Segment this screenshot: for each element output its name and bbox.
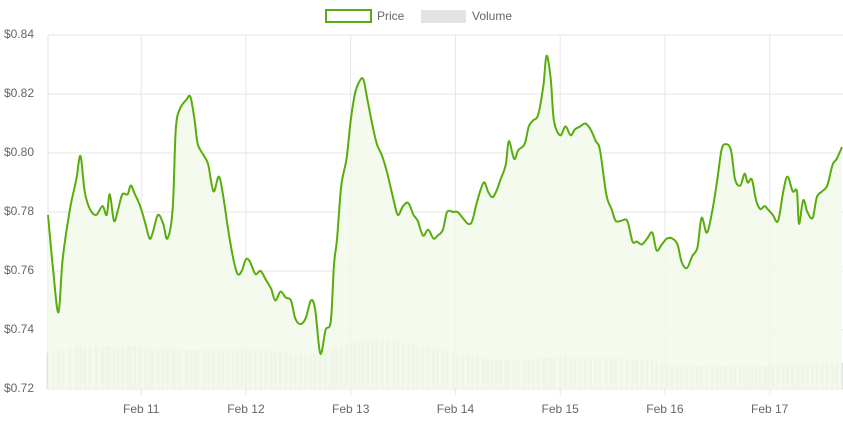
y-tick-label: $0.82	[4, 86, 34, 100]
y-tick-label: $0.76	[4, 263, 34, 277]
legend: Price Volume	[325, 9, 512, 23]
price-line	[47, 54, 843, 355]
y-tick-label: $0.78	[4, 204, 34, 218]
x-tick-label: Feb 12	[227, 402, 265, 416]
x-tick-label: Feb 16	[646, 402, 684, 416]
legend-swatch	[421, 10, 466, 23]
x-tick-label: Feb 14	[437, 402, 475, 416]
x-tick-label: Feb 11	[123, 402, 160, 416]
x-tick-label: Feb 15	[542, 402, 580, 416]
legend-swatch	[325, 9, 372, 23]
y-tick-label: $0.74	[4, 322, 34, 336]
x-tick-label: Feb 17	[751, 402, 789, 416]
y-tick-label: $0.84	[4, 27, 34, 41]
y-tick-label: $0.80	[4, 145, 34, 159]
y-tick-label: $0.72	[4, 381, 34, 395]
legend-label: Price	[377, 9, 405, 23]
legend-label: Volume	[472, 9, 512, 23]
x-tick-label: Feb 13	[332, 402, 370, 416]
